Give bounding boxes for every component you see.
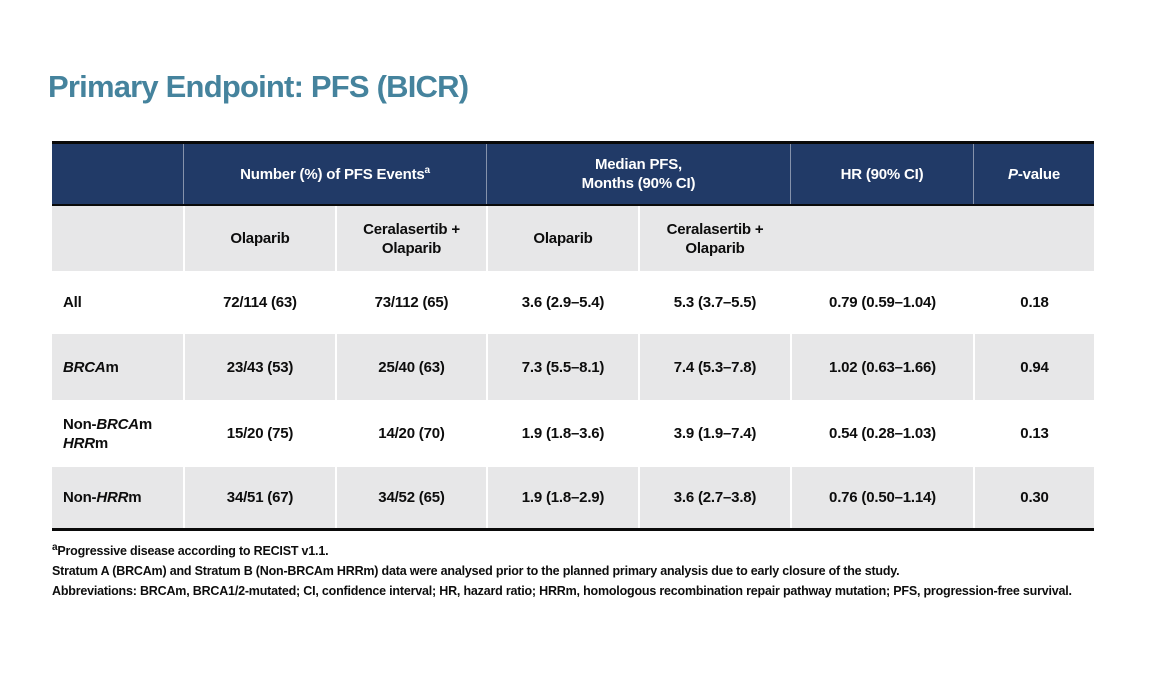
row-label: Non-BRCAm HRRm [63,415,153,452]
cell-pvalue: 0.94 [973,334,1094,400]
page-title: Primary Endpoint: PFS (BICR) [48,69,469,104]
footnote-marker-a: a [52,541,58,553]
row-label: BRCAm [63,358,119,376]
cell-events-combo: 34/52 (65) [335,467,486,528]
subheader-cell-combo-median: Ceralasertib + Olaparib [638,206,790,271]
header-cell-pfs-events: Number (%) of PFS Eventsa [183,144,486,204]
cell-median-combo: 3.9 (1.9–7.4) [638,400,790,467]
table-row-brcam: BRCAm 23/43 (53) 25/40 (63) 7.3 (5.5–8.1… [52,334,1094,400]
cell-events-olaparib: 34/51 (67) [183,467,335,528]
cell-hr: 1.02 (0.63–1.66) [790,334,973,400]
footnote-abbreviations: Abbreviations: BRCAm, BRCA1/2-mutated; C… [52,584,1072,598]
cell-events-olaparib: 72/114 (63) [183,271,335,334]
footnotes: aProgressive disease according to RECIST… [52,541,1112,601]
cell-median-olaparib: 7.3 (5.5–8.1) [486,334,638,400]
table-subheader-row: Olaparib Ceralasertib + Olaparib Olaparib… [52,206,1094,271]
header-cell-pvalue: P-value [973,144,1094,204]
header-cell-empty [52,144,183,204]
footnote-stratum: Stratum A (BRCAm) and Stratum B (Non-BRC… [52,564,900,578]
cell-hr: 0.79 (0.59–1.04) [790,271,973,334]
footnote-recist: aProgressive disease according to RECIST… [52,541,329,558]
cell-events-olaparib: 23/43 (53) [183,334,335,400]
footnote-marker-a: a [424,164,431,176]
cell-pvalue: 0.30 [973,467,1094,528]
cell-hr: 0.76 (0.50–1.14) [790,467,973,528]
table-row-non-brcam-hrrm: Non-BRCAm HRRm 15/20 (75) 14/20 (70) 1.9… [52,400,1094,467]
cell-hr: 0.54 (0.28–1.03) [790,400,973,467]
results-table: Number (%) of PFS Eventsa Median PFS, Mon… [52,141,1094,531]
cell-events-combo: 73/112 (65) [335,271,486,334]
header-cell-median-pfs: Median PFS, Months (90% CI) [486,144,790,204]
cell-median-olaparib: 3.6 (2.9–5.4) [486,271,638,334]
cell-events-combo: 14/20 (70) [335,400,486,467]
row-label: All [63,294,82,311]
table-row-non-hrrm: Non-HRRm 34/51 (67) 34/52 (65) 1.9 (1.8–… [52,467,1094,531]
subheader-cell-empty [52,206,183,271]
cell-pvalue: 0.13 [973,400,1094,467]
cell-pvalue: 0.18 [973,271,1094,334]
subheader-cell-empty-right [790,206,1094,271]
table-row-all: All 72/114 (63) 73/112 (65) 3.6 (2.9–5.4… [52,271,1094,334]
cell-median-olaparib: 1.9 (1.8–2.9) [486,467,638,528]
cell-events-olaparib: 15/20 (75) [183,400,335,467]
subheader-cell-combo-events: Ceralasertib + Olaparib [335,206,486,271]
subheader-cell-olaparib-median: Olaparib [486,206,638,271]
cell-median-olaparib: 1.9 (1.8–3.6) [486,400,638,467]
cell-median-combo: 7.4 (5.3–7.8) [638,334,790,400]
cell-median-combo: 5.3 (3.7–5.5) [638,271,790,334]
subheader-cell-olaparib-events: Olaparib [183,206,335,271]
header-cell-hr: HR (90% CI) [790,144,973,204]
row-label: Non-HRRm [63,489,142,506]
cell-events-combo: 25/40 (63) [335,334,486,400]
cell-median-combo: 3.6 (2.7–3.8) [638,467,790,528]
table-header-row: Number (%) of PFS Eventsa Median PFS, Mon… [52,141,1094,206]
